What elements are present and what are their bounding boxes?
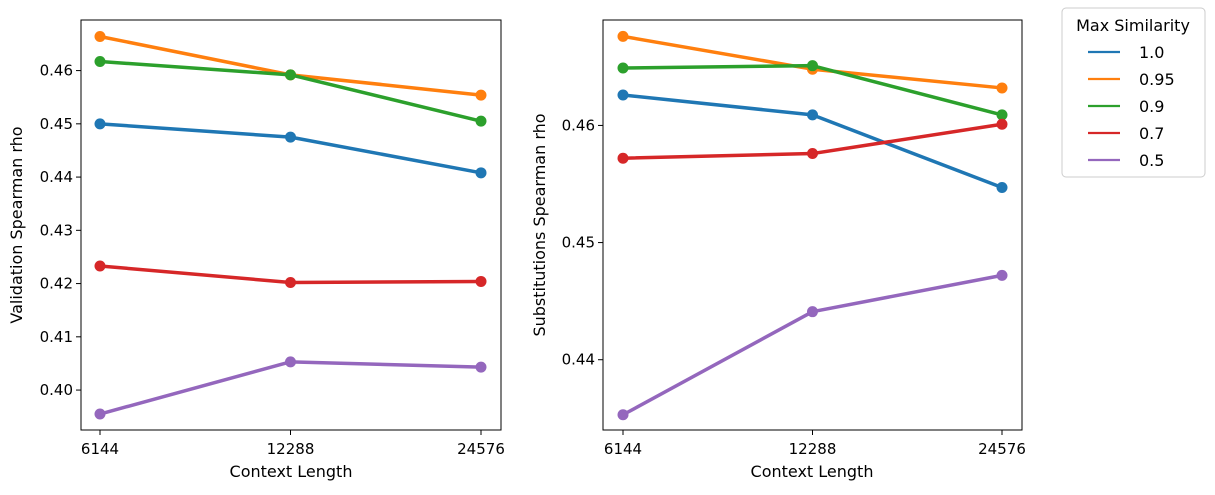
substitutions-point-0.9-6144	[617, 62, 629, 74]
substitutions-point-0.5-6144	[617, 409, 629, 421]
legend-label-0.5: 0.5	[1139, 151, 1164, 170]
validation-point-1.0-6144	[94, 118, 106, 130]
substitutions-series-line-1.0	[621, 93, 1004, 190]
substitutions-point-0.95-6144	[617, 30, 629, 42]
substitutions-point-1.0-6144	[617, 89, 629, 101]
validation-point-0.7-6144	[94, 260, 106, 272]
validation-y-tick-label: 0.46	[40, 62, 73, 80]
validation-y-axis-label: Validation Spearman rho	[7, 126, 26, 323]
substitutions-point-1.0-12288	[807, 109, 818, 121]
substitutions-point-0.7-12288	[807, 148, 818, 160]
validation-point-0.5-6144	[94, 408, 106, 420]
substitutions-x-tick-label: 12288	[789, 440, 837, 458]
substitutions-point-0.5-24576	[996, 269, 1008, 281]
validation-point-0.9-6144	[94, 56, 106, 68]
substitutions-y-tick-label: 0.46	[562, 116, 595, 134]
legend-label-0.7: 0.7	[1139, 124, 1164, 143]
legend-label-0.9: 0.9	[1139, 97, 1164, 116]
validation-point-0.5-24576	[475, 361, 487, 373]
legend-label-0.95: 0.95	[1139, 70, 1175, 89]
validation-point-0.95-24576	[475, 89, 487, 101]
legend-label-1.0: 1.0	[1139, 43, 1164, 62]
substitutions-point-0.7-6144	[617, 152, 629, 164]
validation-y-tick-label: 0.41	[40, 328, 73, 346]
validation-y-tick-label: 0.40	[40, 381, 73, 399]
substitutions-point-0.7-24576	[996, 118, 1008, 130]
validation-chart: 0.40 0.41 0.42 0.43 0.44 0.45 0.46 6144 12288 24…	[7, 19, 505, 481]
substitutions-point-0.95-24576	[996, 82, 1008, 94]
validation-x-tick-label: 12288	[267, 440, 315, 458]
validation-point-1.0-12288	[285, 131, 296, 143]
validation-x-tick-label: 6144	[81, 440, 119, 458]
substitutions-x-tick-label: 6144	[604, 440, 642, 458]
substitutions-x-ticks: 6144 12288 24576	[604, 430, 1026, 458]
substitutions-chart: 0.44 0.45 0.46 6144 12288 24576 Context Leng…	[530, 19, 1026, 481]
substitutions-x-tick-label: 24576	[978, 440, 1026, 458]
validation-point-0.9-24576	[475, 115, 487, 127]
substitutions-point-1.0-24576	[996, 182, 1008, 194]
validation-y-tick-label: 0.42	[40, 275, 73, 293]
validation-y-ticks: 0.40 0.41 0.42 0.43 0.44 0.45 0.46	[40, 62, 81, 399]
validation-point-0.9-12288	[285, 69, 296, 81]
substitutions-x-axis-label: Context Length	[751, 462, 874, 481]
validation-point-0.7-24576	[475, 275, 487, 287]
validation-x-tick-label: 24576	[457, 440, 505, 458]
validation-x-axis-label: Context Length	[230, 462, 353, 481]
validation-point-0.5-12288	[285, 356, 296, 368]
substitutions-series-line-0.5	[621, 273, 1004, 417]
validation-point-1.0-24576	[475, 167, 487, 179]
validation-series	[94, 31, 487, 420]
substitutions-plot-frame	[602, 19, 1023, 431]
substitutions-y-tick-label: 0.44	[562, 351, 595, 369]
legend-title: Max Similarity	[1076, 16, 1190, 35]
legend: Max Similarity 1.0 0.95 0.9 0.7 0.5	[1061, 7, 1206, 178]
substitutions-point-0.5-12288	[807, 306, 818, 318]
substitutions-y-tick-label: 0.45	[562, 234, 595, 252]
validation-plot-frame	[80, 19, 502, 431]
substitutions-point-0.9-24576	[996, 109, 1008, 121]
substitutions-series	[617, 30, 1008, 421]
validation-x-ticks: 6144 12288 24576	[81, 430, 505, 458]
substitutions-y-axis-label: Substitutions Spearman rho	[530, 113, 549, 336]
substitutions-point-0.9-12288	[807, 60, 818, 72]
validation-point-0.7-12288	[285, 277, 296, 289]
validation-point-0.95-6144	[94, 31, 106, 43]
substitutions-y-ticks: 0.44 0.45 0.46	[562, 116, 603, 369]
validation-series-line-0.5	[98, 360, 483, 416]
validation-y-tick-label: 0.44	[40, 168, 73, 186]
validation-y-tick-label: 0.45	[40, 115, 73, 133]
validation-y-tick-label: 0.43	[40, 221, 73, 239]
validation-series-line-1.0	[98, 122, 483, 175]
legend-box	[1061, 7, 1206, 178]
legend-entries: 1.0 0.95 0.9 0.7 0.5	[1088, 43, 1175, 170]
